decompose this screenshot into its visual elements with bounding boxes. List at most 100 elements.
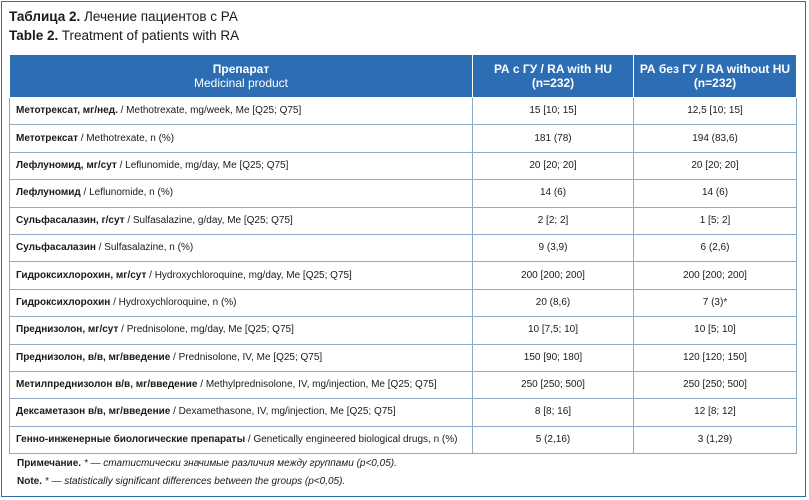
note-en: Note. * — statistically significant diff…: [17, 476, 345, 488]
table-row: Метотрексат, мг/нед. / Methotrexate, mg/…: [9, 96, 797, 126]
header-product: Препарат Medicinal product: [9, 54, 473, 98]
product-cell: Метилпреднизолон в/в, мг/введение / Meth…: [9, 370, 473, 400]
value-without-hu: 1 [5; 2]: [633, 206, 797, 235]
table-row: Лефлуномид / Leflunomide, n (%) 14 (6) 14 …: [9, 179, 797, 208]
value-without-hu: 194 (83,6): [633, 124, 797, 153]
note-text-en: * — statistically significant difference…: [42, 476, 346, 487]
value-without-hu: 12 [8; 12]: [633, 398, 797, 427]
value-without-hu: 120 [120; 150]: [633, 343, 797, 372]
value-without-hu: 14 (6): [633, 179, 797, 208]
header-without-hu: РА без ГУ / RA without HU (n=232): [633, 54, 797, 98]
value-with-hu: 20 (8,6): [472, 288, 634, 318]
treatment-table: Препарат Medicinal product РА с ГУ / RA …: [9, 54, 797, 455]
table-header-row: Препарат Medicinal product РА с ГУ / RA …: [9, 54, 797, 98]
value-with-hu: 14 (6): [472, 179, 634, 208]
product-cell: Дексаметазон в/в, мг/введение / Dexameth…: [9, 398, 473, 427]
product-name-en: / Prednisolone, IV, Me [Q25; Q75]: [170, 351, 323, 363]
header-without-hu-n: (n=232): [693, 76, 737, 90]
value-with-hu: 20 [20; 20]: [472, 151, 634, 181]
table-caption-en: Table 2. Treatment of patients with RA: [9, 28, 239, 44]
product-name-en: / Hydroxychloroquine, n (%): [110, 296, 237, 308]
value-with-hu: 2 [2; 2]: [472, 206, 634, 235]
product-name-ru: Генно-инженерные биологические препараты: [16, 433, 246, 445]
product-name-ru: Гидроксихлорохин: [16, 296, 111, 308]
product-name-en: / Prednisolone, mg/day, Me [Q25; Q75]: [118, 324, 294, 336]
product-cell: Лефлуномид, мг/сут / Leflunomide, mg/day…: [9, 151, 473, 181]
note-label-ru: Примечание.: [17, 458, 82, 469]
product-name-ru: Метотрексат: [16, 132, 78, 144]
product-name-en: / Genetically engineered biological drug…: [245, 433, 458, 445]
table-caption-ru: Таблица 2. Лечение пациентов с РА: [9, 9, 238, 25]
header-product-ru: Препарат: [212, 62, 270, 76]
caption-text-ru: Лечение пациентов с РА: [80, 9, 238, 24]
table-row: Метилпреднизолон в/в, мг/введение / Meth…: [9, 370, 797, 400]
value-with-hu: 181 (78): [472, 124, 634, 153]
product-name-en: / Leflunomide, mg/day, Me [Q25; Q75]: [116, 159, 289, 171]
product-name-ru: Преднизолон, мг/сут: [16, 324, 119, 336]
value-without-hu: 6 (2,6): [633, 233, 797, 263]
header-product-en: Medicinal product: [193, 76, 289, 90]
product-cell: Гидроксихлорохин / Hydroxychloroquine, n…: [9, 288, 473, 318]
header-with-hu-n: (n=232): [531, 76, 575, 90]
product-name-ru: Преднизолон, в/в, мг/введение: [16, 351, 171, 363]
product-cell: Метотрексат / Methotrexate, n (%): [9, 124, 473, 153]
value-with-hu: 10 [7,5; 10]: [472, 316, 634, 345]
caption-label-en: Table 2.: [9, 28, 59, 43]
product-cell: Метотрексат, мг/нед. / Methotrexate, mg/…: [9, 96, 473, 126]
product-name-ru: Дексаметазон в/в, мг/введение: [16, 406, 171, 418]
value-with-hu: 9 (3,9): [472, 233, 634, 263]
product-cell: Сульфасалазин, г/сут / Sulfasalazine, g/…: [9, 206, 473, 235]
product-name-en: / Methylprednisolone, IV, mg/injection, …: [197, 379, 437, 391]
value-with-hu: 200 [200; 200]: [472, 261, 634, 290]
caption-label-ru: Таблица 2.: [9, 9, 81, 24]
table-row: Дексаметазон в/в, мг/введение / Dexameth…: [9, 398, 797, 427]
product-name-ru: Лефлуномид: [16, 187, 81, 199]
product-cell: Сульфасалазин / Sulfasalazine, n (%): [9, 233, 473, 263]
table-row: Сульфасалазин, г/сут / Sulfasalazine, g/…: [9, 206, 797, 235]
note-ru: Примечание. * — статистически значимые р…: [17, 458, 397, 470]
table-row: Преднизолон, мг/сут / Prednisolone, mg/d…: [9, 316, 797, 345]
product-name-ru: Метотрексат, мг/нед.: [16, 105, 118, 117]
caption-text-en: Treatment of patients with RA: [58, 28, 240, 43]
value-with-hu: 5 (2,16): [472, 425, 634, 455]
value-with-hu: 250 [250; 500]: [472, 370, 634, 400]
value-without-hu: 7 (3)*: [633, 288, 797, 318]
value-with-hu: 8 [8; 16]: [472, 398, 634, 427]
note-text-ru: * — статистически значимые различия межд…: [81, 458, 397, 469]
product-name-ru: Метилпреднизолон в/в, мг/введение: [16, 379, 198, 391]
product-name-ru: Сульфасалазин: [16, 242, 96, 254]
product-name-en: / Methotrexate, mg/week, Me [Q25; Q75]: [117, 105, 302, 117]
table-row: Преднизолон, в/в, мг/введение / Predniso…: [9, 343, 797, 372]
product-name-en: / Dexamethasone, IV, mg/injection, Me [Q…: [170, 406, 396, 418]
header-with-hu: РА с ГУ / RA with HU (n=232): [472, 54, 634, 98]
table-row: Генно-инженерные биологические препараты…: [9, 425, 797, 455]
product-name-en: / Sulfasalazine, n (%): [95, 242, 194, 254]
product-name-en: / Methotrexate, n (%): [77, 132, 175, 144]
product-name-en: / Leflunomide, n (%): [80, 187, 174, 199]
table-row: Сульфасалазин / Sulfasalazine, n (%) 9 (3…: [9, 233, 797, 263]
header-without-hu-label: РА без ГУ / RA without HU: [639, 62, 791, 76]
note-label-en: Note.: [17, 476, 42, 487]
value-without-hu: 200 [200; 200]: [633, 261, 797, 290]
product-name-en: / Sulfasalazine, g/day, Me [Q25; Q75]: [124, 214, 293, 226]
product-name-ru: Гидроксихлорохин, мг/сут: [16, 269, 147, 281]
value-with-hu: 150 [90; 180]: [472, 343, 634, 372]
product-name-ru: Сульфасалазин, г/сут: [16, 214, 125, 226]
table-body: Метотрексат, мг/нед. / Methotrexate, mg/…: [9, 96, 797, 455]
value-without-hu: 12,5 [10; 15]: [633, 96, 797, 126]
table-row: Гидроксихлорохин, мг/сут / Hydroxychloro…: [9, 261, 797, 290]
table-row: Лефлуномид, мг/сут / Leflunomide, mg/day…: [9, 151, 797, 181]
product-cell: Преднизолон, мг/сут / Prednisolone, mg/d…: [9, 316, 473, 345]
value-without-hu: 10 [5; 10]: [633, 316, 797, 345]
table-row: Метотрексат / Methotrexate, n (%) 181 (78…: [9, 124, 797, 153]
product-cell: Генно-инженерные биологические препараты…: [9, 425, 473, 455]
product-name-en: / Hydroxychloroquine, mg/day, Me [Q25; Q…: [146, 269, 352, 281]
value-without-hu: 3 (1,29): [633, 425, 797, 455]
product-cell: Гидроксихлорохин, мг/сут / Hydroxychloro…: [9, 261, 473, 290]
value-without-hu: 250 [250; 500]: [633, 370, 797, 400]
product-cell: Лефлуномид / Leflunomide, n (%): [9, 179, 473, 208]
header-with-hu-label: РА с ГУ / RA with HU: [493, 62, 613, 76]
value-with-hu: 15 [10; 15]: [472, 96, 634, 126]
product-cell: Преднизолон, в/в, мг/введение / Predniso…: [9, 343, 473, 372]
table-row: Гидроксихлорохин / Hydroxychloroquine, n…: [9, 288, 797, 318]
